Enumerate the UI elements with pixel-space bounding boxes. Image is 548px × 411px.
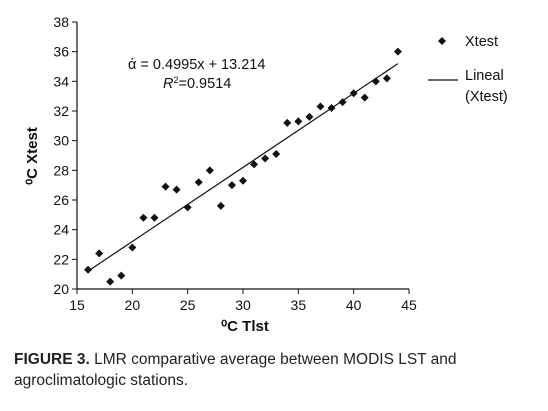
data-point bbox=[205, 166, 214, 175]
data-point bbox=[393, 47, 402, 56]
x-axis-title: ⁰C Tlst bbox=[221, 318, 269, 335]
r-squared-value: =0.9514 bbox=[179, 76, 232, 92]
x-tick-label: 30 bbox=[235, 297, 251, 313]
data-point bbox=[382, 74, 391, 83]
data-point bbox=[194, 178, 203, 187]
x-tick-label: 20 bbox=[125, 297, 141, 313]
data-point bbox=[360, 93, 369, 102]
y-tick-label: 28 bbox=[53, 162, 69, 178]
x-tick-label: 25 bbox=[180, 297, 196, 313]
data-point bbox=[172, 185, 181, 194]
data-point bbox=[106, 277, 115, 286]
data-point bbox=[316, 102, 325, 111]
trendline bbox=[87, 63, 399, 272]
x-axis: 15 20 25 30 35 40 45 bbox=[69, 288, 417, 313]
y-tick-label: 30 bbox=[53, 133, 69, 149]
data-point bbox=[216, 201, 225, 210]
data-point bbox=[250, 160, 259, 169]
y-axis: 20 22 24 26 28 30 32 34 36 38 bbox=[53, 14, 78, 297]
y-tick-label: 20 bbox=[53, 281, 69, 297]
data-point bbox=[305, 112, 314, 121]
figure-caption-label: FIGURE 3. bbox=[14, 351, 90, 368]
data-point bbox=[183, 203, 192, 212]
data-point bbox=[128, 243, 137, 252]
data-point bbox=[95, 249, 104, 258]
data-point bbox=[139, 213, 148, 222]
data-point bbox=[227, 181, 236, 190]
legend-lineal-sublabel: (Xtest) bbox=[465, 89, 508, 105]
data-point bbox=[338, 98, 347, 107]
data-point bbox=[349, 89, 358, 98]
data-point bbox=[272, 150, 281, 159]
legend-diamond-marker bbox=[438, 37, 446, 45]
data-point bbox=[283, 118, 292, 127]
data-points bbox=[84, 47, 402, 286]
data-point bbox=[150, 213, 159, 222]
y-axis-title: ⁰C Xtest bbox=[24, 127, 41, 185]
y-tick-label: 22 bbox=[53, 251, 69, 267]
y-tick-label: 36 bbox=[53, 44, 69, 60]
data-point bbox=[261, 154, 270, 163]
data-point bbox=[371, 77, 380, 86]
y-tick-label: 38 bbox=[53, 14, 69, 30]
legend-lineal-label: Lineal bbox=[465, 68, 504, 84]
x-tick-label: 35 bbox=[291, 297, 307, 313]
legend: Xtest Lineal (Xtest) bbox=[428, 34, 508, 105]
equation-label: ά = 0.4995x + 13.214 bbox=[128, 57, 265, 73]
data-point bbox=[294, 117, 303, 126]
figure-caption-text: LMR comparative average between MODIS LS… bbox=[14, 351, 457, 389]
x-tick-label: 15 bbox=[69, 297, 85, 313]
y-tick-label: 32 bbox=[53, 103, 69, 119]
data-point bbox=[84, 265, 93, 274]
data-point bbox=[161, 182, 170, 191]
r-squared-label: R2=0.9514 bbox=[163, 75, 231, 92]
legend-xtest-label: Xtest bbox=[465, 34, 498, 50]
x-tick-label: 40 bbox=[346, 297, 362, 313]
data-point bbox=[117, 271, 126, 280]
trendline-layer bbox=[87, 63, 399, 272]
data-point bbox=[327, 104, 336, 113]
figure-caption: FIGURE 3. LMR comparative average betwee… bbox=[14, 349, 539, 391]
data-point bbox=[239, 176, 247, 185]
y-tick-label: 26 bbox=[53, 192, 69, 208]
x-tick-label: 45 bbox=[401, 297, 417, 313]
r-squared-r: R bbox=[163, 76, 174, 92]
y-tick-label: 24 bbox=[53, 222, 69, 238]
y-tick-label: 34 bbox=[53, 73, 69, 89]
r-squared-superscript: 2 bbox=[173, 75, 178, 85]
